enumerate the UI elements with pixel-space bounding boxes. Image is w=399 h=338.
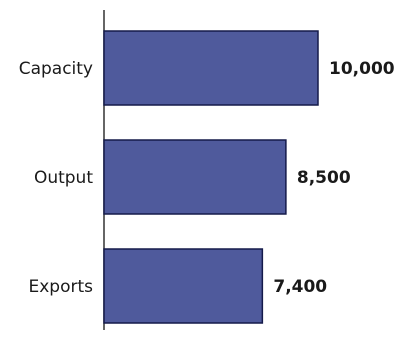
value-label-output: 8,500 bbox=[297, 168, 351, 188]
category-label-output: Output bbox=[34, 168, 93, 188]
value-labels-group: 10,000 8,500 7,400 bbox=[273, 59, 394, 297]
category-labels-group: Capacity Output Exports bbox=[19, 59, 94, 297]
bar-capacity bbox=[103, 30, 319, 106]
bar-output bbox=[103, 139, 287, 215]
bars-group bbox=[103, 30, 319, 324]
bar-exports bbox=[103, 248, 264, 324]
category-label-capacity: Capacity bbox=[19, 59, 93, 79]
value-label-exports: 7,400 bbox=[273, 277, 327, 297]
value-label-capacity: 10,000 bbox=[329, 59, 395, 79]
category-label-exports: Exports bbox=[28, 277, 93, 297]
